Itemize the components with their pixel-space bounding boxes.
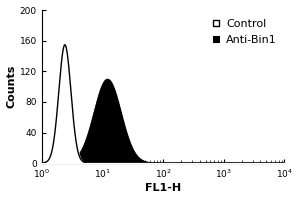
Y-axis label: Counts: Counts	[7, 65, 17, 108]
X-axis label: FL1-H: FL1-H	[145, 183, 181, 193]
Legend: Control, Anti-Bin1: Control, Anti-Bin1	[208, 16, 279, 48]
